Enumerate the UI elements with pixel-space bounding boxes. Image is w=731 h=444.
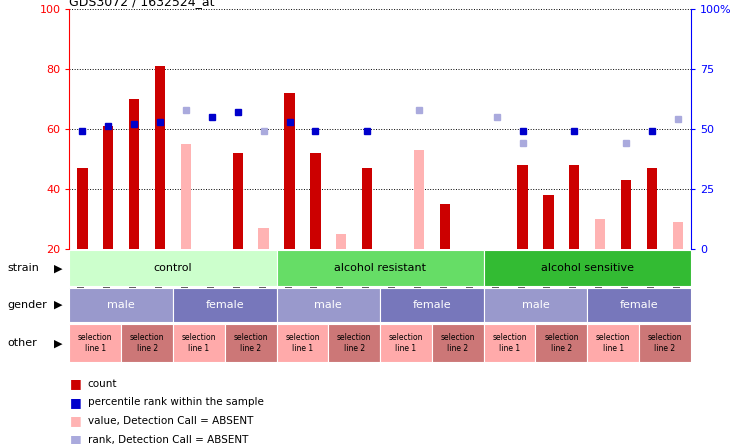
Text: female: female bbox=[205, 300, 244, 310]
Text: selection
line 2: selection line 2 bbox=[648, 333, 682, 353]
Bar bbox=[103, 126, 113, 249]
Bar bbox=[380, 288, 484, 322]
Text: selection
line 2: selection line 2 bbox=[441, 333, 475, 353]
Bar bbox=[173, 288, 276, 322]
Text: rank, Detection Call = ABSENT: rank, Detection Call = ABSENT bbox=[88, 435, 248, 444]
Bar bbox=[362, 168, 372, 249]
Text: female: female bbox=[620, 300, 659, 310]
Text: selection
line 2: selection line 2 bbox=[544, 333, 579, 353]
Text: ▶: ▶ bbox=[53, 300, 62, 310]
Text: selection
line 2: selection line 2 bbox=[337, 333, 371, 353]
Text: selection
line 1: selection line 1 bbox=[492, 333, 527, 353]
Text: ■: ■ bbox=[69, 414, 81, 428]
Bar bbox=[276, 250, 484, 286]
Text: count: count bbox=[88, 379, 117, 388]
Text: alcohol resistant: alcohol resistant bbox=[334, 263, 426, 273]
Bar bbox=[647, 168, 657, 249]
Bar bbox=[518, 165, 528, 249]
Bar bbox=[647, 174, 657, 249]
Bar bbox=[432, 324, 484, 362]
Text: selection
line 1: selection line 1 bbox=[78, 333, 113, 353]
Text: ▶: ▶ bbox=[53, 263, 62, 273]
Bar bbox=[259, 228, 269, 249]
Text: selection
line 1: selection line 1 bbox=[596, 333, 630, 353]
Text: male: male bbox=[107, 300, 135, 310]
Text: selection
line 1: selection line 1 bbox=[389, 333, 423, 353]
Bar bbox=[69, 250, 276, 286]
Text: ▶: ▶ bbox=[53, 338, 62, 348]
Bar bbox=[587, 288, 691, 322]
Text: ■: ■ bbox=[69, 396, 81, 409]
Bar bbox=[543, 194, 553, 249]
Text: ■: ■ bbox=[69, 433, 81, 444]
Bar bbox=[224, 324, 276, 362]
Bar bbox=[181, 144, 191, 249]
Text: control: control bbox=[154, 263, 192, 273]
Text: value, Detection Call = ABSENT: value, Detection Call = ABSENT bbox=[88, 416, 253, 426]
Bar bbox=[673, 222, 683, 249]
Bar bbox=[232, 153, 243, 249]
Bar bbox=[595, 219, 605, 249]
Bar bbox=[69, 288, 173, 322]
Text: GDS3072 / 1632524_at: GDS3072 / 1632524_at bbox=[69, 0, 215, 8]
Bar bbox=[587, 324, 639, 362]
Bar bbox=[639, 324, 691, 362]
Text: percentile rank within the sample: percentile rank within the sample bbox=[88, 397, 264, 407]
Bar bbox=[439, 204, 450, 249]
Bar bbox=[328, 324, 380, 362]
Bar bbox=[77, 168, 88, 249]
Bar bbox=[284, 93, 295, 249]
Text: strain: strain bbox=[7, 263, 39, 273]
Text: selection
line 1: selection line 1 bbox=[285, 333, 319, 353]
Text: ■: ■ bbox=[69, 377, 81, 390]
Text: selection
line 2: selection line 2 bbox=[233, 333, 268, 353]
Text: other: other bbox=[7, 338, 37, 348]
Bar bbox=[121, 324, 173, 362]
Text: male: male bbox=[314, 300, 342, 310]
Text: alcohol sensitive: alcohol sensitive bbox=[541, 263, 634, 273]
Bar bbox=[336, 234, 346, 249]
Bar bbox=[569, 165, 580, 249]
Bar bbox=[276, 288, 380, 322]
Text: gender: gender bbox=[7, 300, 47, 310]
Bar bbox=[484, 288, 587, 322]
Bar bbox=[129, 99, 140, 249]
Bar bbox=[155, 66, 165, 249]
Bar bbox=[414, 150, 424, 249]
Bar bbox=[276, 324, 328, 362]
Text: female: female bbox=[412, 300, 451, 310]
Bar bbox=[621, 180, 632, 249]
Bar bbox=[69, 324, 121, 362]
Bar bbox=[173, 324, 224, 362]
Bar bbox=[310, 153, 321, 249]
Text: selection
line 1: selection line 1 bbox=[181, 333, 216, 353]
Text: selection
line 2: selection line 2 bbox=[130, 333, 164, 353]
Bar bbox=[535, 324, 587, 362]
Text: male: male bbox=[522, 300, 549, 310]
Bar bbox=[484, 250, 691, 286]
Bar bbox=[484, 324, 535, 362]
Bar bbox=[380, 324, 432, 362]
